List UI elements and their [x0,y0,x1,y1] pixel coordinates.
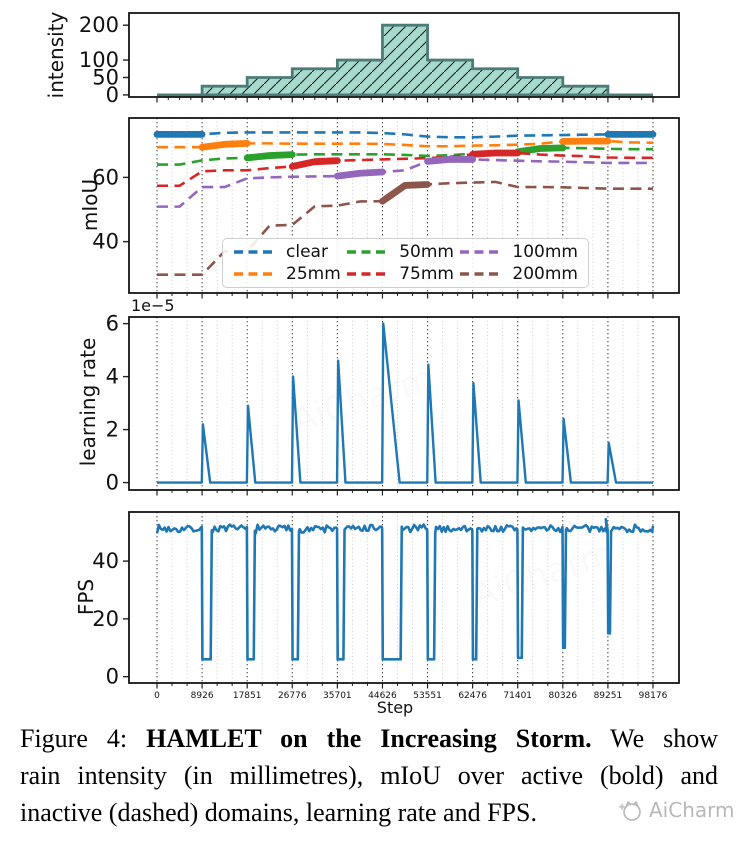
legend-item-200mm: 200mm [459,264,578,284]
x-tick-label: 53551 [413,691,442,701]
series-75mm-dashed [157,151,653,188]
plot-border [128,511,680,684]
watermark: AiCharm [618,797,735,823]
fps-axis-label: FPS [74,578,98,616]
legend: clear 25mm 50mm 75mm 100mm 200mm [222,238,589,288]
legend-item-clear: clear [233,242,346,262]
learning-rate-line [157,322,653,484]
legend-label: 200mm [512,264,578,284]
caption-line-1: Figure 4: HAMLET on the Increasing Storm… [20,720,718,757]
x-tick-label: 80326 [548,691,577,701]
legend-item-75mm: 75mm [346,264,459,284]
legend-item-25mm: 25mm [233,264,346,284]
intensity-axis-label: intensity [44,11,68,99]
caption-line-2: rain intensity (in millimetres), mIoU ov… [20,761,718,790]
x-tick-label: 26776 [278,691,307,701]
series-50mm-dashed [157,146,653,166]
legend-label: clear [286,242,328,262]
plot-border [128,316,680,491]
caption-title: HAMLET on the Increasing Storm. [146,724,592,753]
y-tick-label: 20 [92,607,119,631]
x-axis-label: Step [376,698,414,717]
x-tick-label: 0 [154,691,160,701]
legend-label: 25mm [286,264,341,284]
caption-line-3: inactive (dashed) domains, learning rate… [20,798,537,827]
series-25mm-dashed [157,139,654,149]
legend-line-sample-75mm [347,272,390,276]
y-tick-label: 6 [106,312,119,336]
y-tick-label: 4 [106,365,119,389]
y-tick-label: 100 [79,48,119,72]
series-100mm-active [424,156,477,165]
x-tick-label: 8926 [191,691,214,701]
y-tick-label: 200 [79,13,119,37]
legend-item-50mm: 50mm [346,242,459,262]
legend-label: 50mm [399,242,454,262]
legend-line-sample-clear [234,250,276,254]
x-tick-label: 98176 [639,691,668,701]
x-tick-label: 44626 [368,691,397,701]
miou-plot: 40 60 [92,117,680,299]
series-100mm-active [333,168,386,180]
plot-border [128,117,680,294]
series-100mm-dashed [157,158,653,208]
aicharm-logo-icon [618,801,641,821]
y-tick-label: 0 [106,83,119,107]
x-tick-label: 17851 [233,691,262,701]
legend-line-sample-200mm [460,272,503,276]
learning-rate-plot: 0 2 4 6 [106,312,680,496]
y-tick-label: 40 [92,549,119,573]
series-50mm-active [514,144,567,156]
series-75mm-active [469,149,522,158]
legend-label: 100mm [512,242,578,262]
series-200mm-active [379,181,431,205]
watermark-text: AiCharm [649,798,735,822]
x-tick-label: 71401 [503,691,532,701]
caption-prefix: Figure 4: [20,724,128,753]
series-25mm-active [198,139,251,151]
fps-plot: 0 20 40 0 8926 17851 26776 35701 44626 53551 62476… [92,511,680,701]
learning-rate-axis-label: learning rate [76,337,100,467]
y-tick-label: 50 [92,65,119,89]
plot-border [128,12,680,98]
fps-line [155,517,655,661]
legend-line-sample-25mm [234,272,276,276]
x-tick-label: 35701 [323,691,352,701]
series-clear-dashed [157,131,653,139]
y-tick-label: 0 [106,471,119,495]
lr-offset-label: 1e−5 [131,296,175,315]
y-tick-label: 60 [92,165,119,189]
histogram-edge [157,23,653,97]
y-tick-label: 2 [106,418,119,442]
legend-item-100mm: 100mm [459,242,578,262]
legend-line-sample-50mm [347,250,390,254]
x-tick-label: 62476 [458,691,487,701]
caption-line1-rest: We show [610,724,719,753]
y-tick-label: 40 [92,230,119,254]
histogram-hatch [157,25,653,95]
miou-axis-label: mIoU [78,178,102,232]
legend-line-sample-100mm [460,250,503,254]
figure-caption: Figure 4: HAMLET on the Increasing Storm… [20,720,718,831]
legend-label: 75mm [399,264,454,284]
y-tick-label: 0 [106,665,119,689]
x-tick-label: 89251 [594,691,623,701]
series-75mm-active [288,157,341,170]
series-50mm-active [243,151,296,162]
